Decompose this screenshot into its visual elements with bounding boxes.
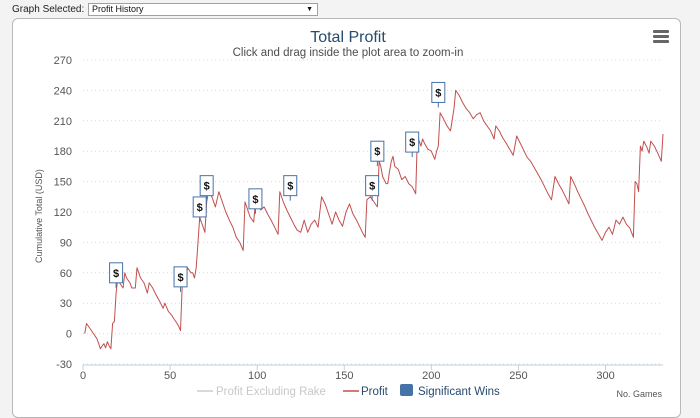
- legend-significant-wins-symbol: [400, 384, 413, 396]
- significant-win-flag: $: [248, 188, 263, 214]
- chart-title: Total Profit: [310, 29, 386, 46]
- flag-box: [283, 175, 298, 197]
- legend-profit-label: Profit: [361, 386, 389, 398]
- flag-box: [109, 262, 124, 284]
- hamburger-menu-icon[interactable]: [653, 30, 669, 44]
- y-tick-label: 90: [60, 237, 72, 249]
- flag-box: [173, 266, 188, 288]
- flag-box: [199, 175, 214, 197]
- flag-box: [431, 81, 446, 103]
- chart-subtitle: Click and drag inside the plot area to z…: [233, 47, 464, 59]
- graph-selected-label: Graph Selected:: [12, 4, 85, 15]
- dropdown-arrow-icon[interactable]: ▼: [306, 6, 313, 13]
- significant-win-flag: $: [199, 175, 214, 201]
- flag-label: $: [252, 194, 258, 206]
- y-tick-label: -30: [56, 359, 72, 371]
- flag-box: [248, 188, 263, 210]
- flag-label: $: [374, 146, 380, 158]
- x-tick-labels: 0 50 100 150 200 250 300: [80, 365, 615, 382]
- legend-significant-wins-label: Significant Wins: [418, 386, 500, 398]
- flag-label: $: [409, 137, 415, 149]
- profit-chart[interactable]: Total Profit Click and drag inside the p…: [0, 0, 700, 406]
- y-tick-label: 120: [54, 207, 72, 219]
- significant-win-flag: $: [370, 140, 385, 167]
- y-tick-label: 60: [60, 268, 72, 280]
- y-tick-label: 270: [54, 55, 72, 67]
- flag-box: [405, 131, 420, 153]
- flag-label: $: [113, 268, 119, 280]
- flag-box: [365, 175, 380, 197]
- y-tick-label: 240: [54, 85, 72, 97]
- flag-label: $: [369, 181, 375, 193]
- significant-win-flag: $: [109, 262, 124, 288]
- graph-selector-bar: Graph Selected: Profit History ▼: [0, 0, 700, 18]
- x-tick-label: 50: [164, 370, 176, 382]
- flag-label: $: [435, 87, 441, 99]
- significant-win-flag: $: [431, 81, 446, 108]
- profit-series-line: [84, 89, 664, 350]
- y-tick-label: 30: [60, 298, 72, 310]
- graph-select-dropdown[interactable]: Profit History ▼: [88, 3, 318, 16]
- legend: Profit Excluding Rake Profit Significant W…: [197, 384, 500, 398]
- chart-panel: [12, 18, 681, 418]
- x-tick-label: 0: [80, 370, 86, 382]
- y-tick-label: 180: [54, 146, 72, 158]
- flag-box: [192, 196, 207, 218]
- significant-win-flag: $: [365, 175, 380, 201]
- significant-wins-flags: $ $$$$$ $$$$: [109, 81, 446, 292]
- grid-lines: [83, 59, 663, 366]
- flag-box: [370, 140, 385, 162]
- significant-win-flag: $: [173, 266, 188, 292]
- x-tick-label: 150: [335, 370, 353, 382]
- legend-excluding-rake-label: Profit Excluding Rake: [216, 386, 326, 398]
- significant-win-flag: $: [405, 131, 420, 158]
- x-tick-label: 250: [509, 370, 527, 382]
- flag-label: $: [197, 202, 203, 214]
- x-tick-label: 200: [422, 370, 440, 382]
- y-tick-labels: -30 0 30 60 90 120 150 180 210 240 270: [54, 55, 72, 371]
- y-tick-label: 0: [66, 329, 72, 341]
- y-tick-label: 210: [54, 116, 72, 128]
- series-layer: [84, 89, 664, 350]
- y-tick-label: 150: [54, 177, 72, 189]
- flag-label: $: [177, 272, 183, 284]
- significant-win-flag: $: [192, 196, 207, 222]
- x-tick-label: 300: [596, 370, 614, 382]
- x-tick-label: 100: [248, 370, 266, 382]
- flag-label: $: [204, 181, 210, 193]
- flag-label: $: [287, 181, 293, 193]
- y-axis-label: Cumulative Total (USD): [34, 169, 44, 263]
- x-axis-label: No. Games: [616, 389, 662, 399]
- significant-win-flag: $: [283, 175, 298, 201]
- graph-select-value: Profit History: [92, 4, 144, 14]
